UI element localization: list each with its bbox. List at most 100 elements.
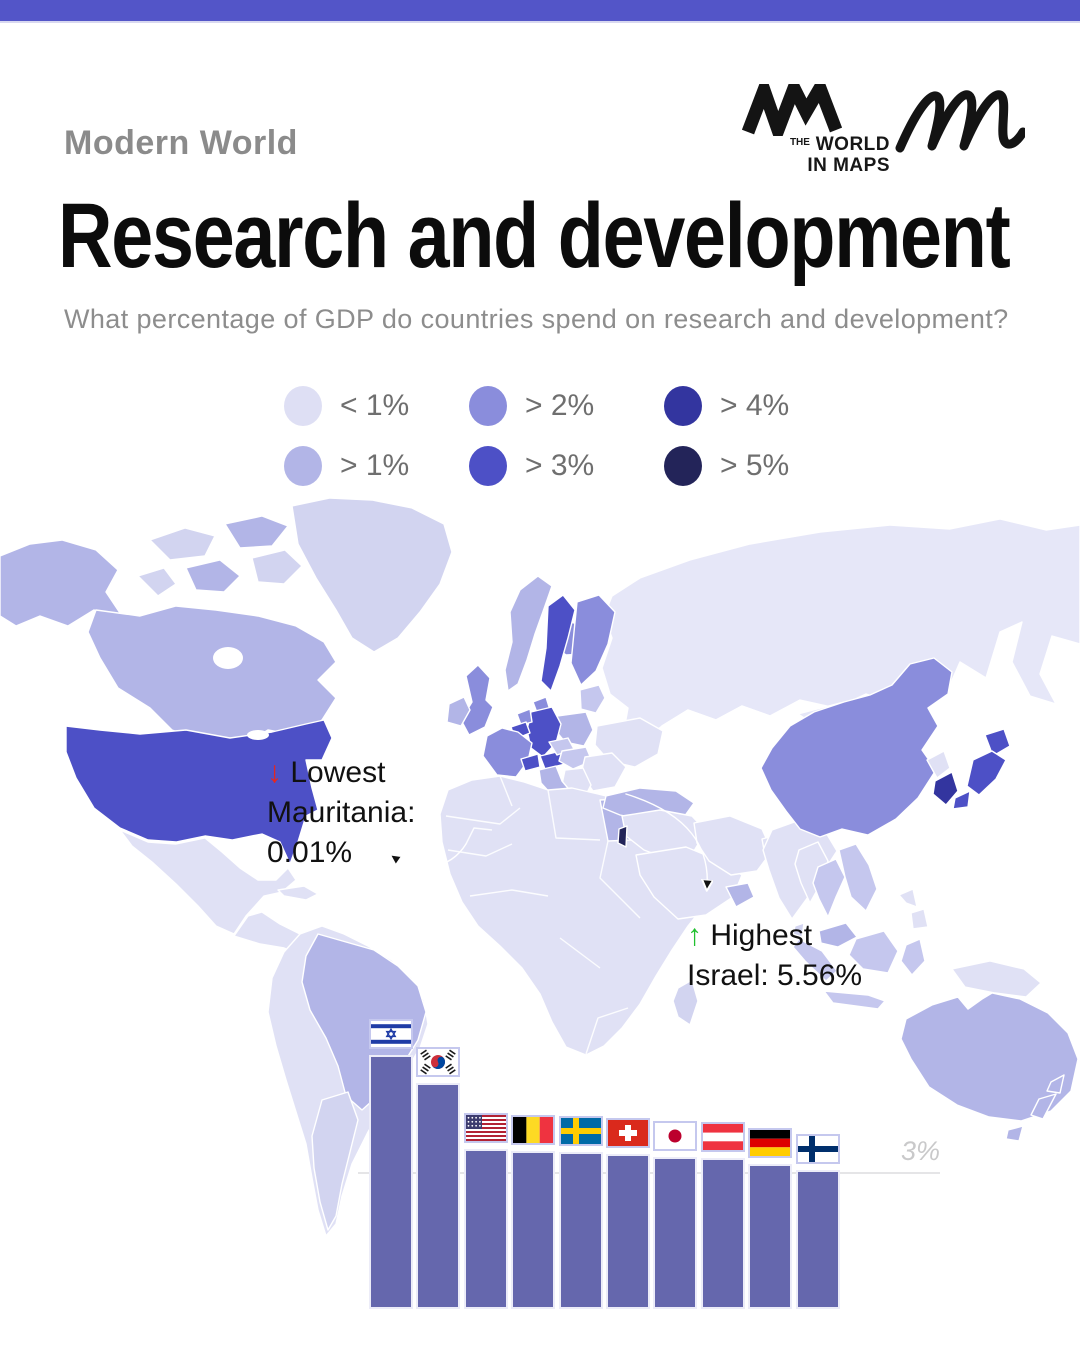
flag-switzerland-icon — [606, 1117, 650, 1148]
bar-finland — [795, 1170, 840, 1309]
chart-gridline-label: 3% — [900, 1136, 940, 1166]
lowest-country: Mauritania: — [267, 796, 416, 829]
legend-dot-gt3 — [469, 446, 507, 486]
country-thailand — [812, 858, 846, 918]
world-map — [0, 498, 1080, 1237]
country-north-korea — [926, 750, 951, 779]
legend-item-gt1: > 1% — [284, 436, 469, 496]
country-usa — [65, 719, 333, 865]
country-finland — [570, 594, 616, 686]
country-myanmar — [794, 841, 829, 904]
annotation-arrows — [392, 793, 707, 888]
legend-item-gt5: > 5% — [664, 436, 834, 496]
country-israel — [617, 825, 628, 848]
country-tasmania — [1005, 1125, 1024, 1142]
country-japan-honshu — [966, 750, 1007, 796]
country-new-zealand — [1030, 1093, 1057, 1120]
lowest-annotation: ↓ Lowest Mauritania: 0.01% — [267, 753, 415, 873]
country-arctic-island — [185, 559, 241, 593]
country-vietnam — [838, 843, 878, 912]
map-legend: < 1% > 1% > 2% > 3% > 4% > 5% — [284, 376, 834, 496]
country-japan-hokkaido — [984, 728, 1011, 757]
bar-south-korea — [416, 1083, 461, 1309]
series-kicker: Modern World — [64, 124, 298, 162]
page-subtitle: What percentage of GDP do countries spen… — [64, 304, 1009, 334]
legend-dot-lt1 — [284, 386, 322, 426]
brand-the: THE — [789, 137, 810, 148]
bar-austria — [700, 1158, 745, 1309]
bar-united-states — [463, 1149, 508, 1309]
country-indonesia-sulawesi — [900, 938, 926, 976]
legend-label-gt2: > 2% — [525, 389, 595, 422]
country-netherlands — [516, 708, 533, 726]
country-new-guinea — [951, 960, 1042, 998]
legend-dot-gt4 — [664, 386, 702, 426]
up-arrow-icon: ↑ — [687, 919, 702, 952]
flag-germany-icon — [748, 1128, 793, 1159]
country-arctic-island — [149, 527, 216, 561]
country-argentina — [311, 1091, 359, 1231]
flag-japan-icon — [653, 1120, 698, 1151]
flag-sweden-icon — [558, 1116, 603, 1146]
flag-belgium-icon — [511, 1114, 556, 1145]
legend-label-gt1: > 1% — [340, 449, 410, 482]
down-arrow-icon: ↓ — [267, 756, 282, 789]
country-uae-oman — [725, 882, 755, 908]
country-indonesia-java — [823, 990, 886, 1010]
country-philippines — [898, 888, 918, 908]
bar-germany — [748, 1164, 793, 1309]
highest-country-value: Israel: 5.56% — [687, 959, 863, 992]
country-new-zealand — [1046, 1074, 1065, 1094]
legend-item-gt4: > 4% — [664, 376, 834, 436]
country-greenland — [291, 498, 453, 653]
country-norway — [504, 575, 553, 692]
bar-japan — [653, 1156, 698, 1309]
country-mexico — [119, 829, 297, 935]
country-ireland — [446, 696, 471, 727]
country-indonesia-borneo — [848, 930, 899, 974]
country-arctic-island — [224, 515, 289, 549]
flag-united-states-icon — [463, 1113, 508, 1144]
legend-item-lt1: < 1% — [284, 376, 469, 436]
country-indonesia-sumatra — [792, 938, 838, 982]
country-philippines — [910, 908, 929, 930]
arrow-to-mauritania — [392, 843, 467, 868]
country-baltics — [579, 684, 606, 714]
lowest-value: 0.01% — [267, 836, 353, 869]
bar-switzerland — [606, 1153, 650, 1309]
bar-israel — [369, 1054, 413, 1309]
legend-label-gt4: > 4% — [720, 389, 790, 422]
country-japan-kyushu — [952, 790, 971, 810]
brand-world: WORLD — [815, 134, 890, 155]
chart-gridline-3pct — [358, 1172, 940, 1174]
country-china — [760, 657, 953, 838]
flag-austria-icon — [700, 1122, 745, 1153]
country-sri-lanka — [792, 922, 805, 938]
page-title: Research and development — [58, 185, 1011, 287]
legend-label-lt1: < 1% — [340, 389, 410, 422]
modern-world-m-logo-icon — [895, 90, 1025, 153]
legend-dot-gt2 — [469, 386, 507, 426]
legend-item-gt3: > 3% — [469, 436, 664, 496]
country-cuba — [277, 885, 319, 901]
country-malaysia — [818, 922, 858, 948]
flag-finland-icon — [795, 1134, 840, 1165]
country-arctic-island — [137, 567, 177, 597]
country-switzerland — [520, 753, 541, 772]
country-madagascar — [672, 979, 699, 1026]
country-south-korea — [932, 771, 959, 806]
legend-label-gt5: > 5% — [720, 449, 790, 482]
top-accent-bar — [0, 0, 1080, 23]
highest-annotation: ↑ Highest Israel: 5.56% — [687, 916, 862, 996]
legend-item-gt2: > 2% — [469, 376, 664, 436]
world-in-maps-logo-icon — [742, 84, 843, 136]
water-features — [213, 647, 269, 740]
arrow-from-israel — [625, 793, 707, 888]
bar-belgium — [511, 1150, 556, 1309]
highest-label: Highest — [710, 919, 813, 952]
world-in-maps-wordmark: THE WORLD IN MAPS — [742, 134, 890, 177]
flag-israel-icon — [369, 1018, 413, 1049]
flag-south-korea-icon — [416, 1047, 461, 1078]
legend-dot-gt1 — [284, 446, 322, 486]
